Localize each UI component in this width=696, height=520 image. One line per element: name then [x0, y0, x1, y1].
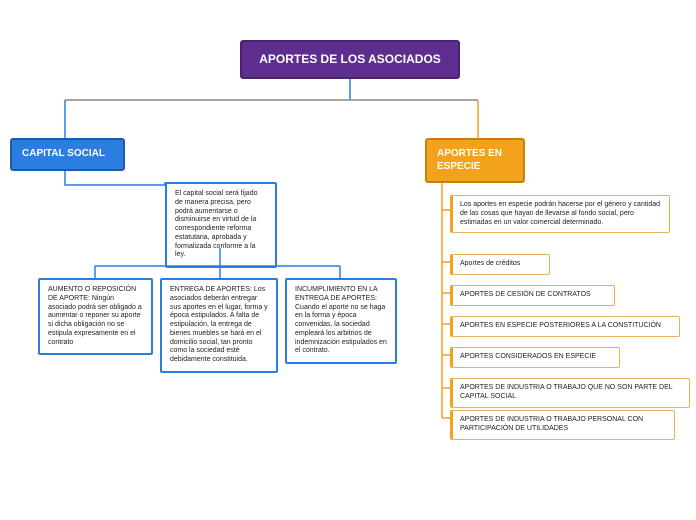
especie-item-1-text: APORTES DE CESIÓN DE CONTRATOS [460, 291, 591, 298]
especie-desc: Los aportes en especie podrán hacerse po… [450, 195, 670, 233]
capital-desc-text: El capital social será fijado de manera … [175, 190, 258, 258]
root-title: APORTES DE LOS ASOCIADOS [259, 52, 441, 66]
especie-desc-text: Los aportes en especie podrán hacerse po… [460, 201, 660, 226]
root-node: APORTES DE LOS ASOCIADOS [240, 40, 460, 79]
capital-head: CAPITAL SOCIAL [10, 138, 125, 171]
capital-title: CAPITAL SOCIAL [22, 148, 105, 159]
especie-item-2-text: APORTES EN ESPECIE POSTERIORES A LA CONS… [460, 322, 661, 329]
especie-title: APORTES EN ESPECIE [437, 148, 502, 172]
especie-item-2: APORTES EN ESPECIE POSTERIORES A LA CONS… [450, 316, 680, 337]
especie-item-3: APORTES CONSIDERADOS EN ESPECIE [450, 347, 620, 368]
capital-child-0-text: AUMENTO O REPOSICIÓN DE APORTE: Ningún a… [48, 286, 142, 346]
especie-item-5: APORTES DE INDUSTRIA O TRABAJO PERSONAL … [450, 410, 675, 440]
especie-head: APORTES EN ESPECIE [425, 138, 525, 183]
capital-child-0: AUMENTO O REPOSICIÓN DE APORTE: Ningún a… [38, 278, 153, 355]
especie-item-3-text: APORTES CONSIDERADOS EN ESPECIE [460, 353, 596, 360]
especie-item-4-text: APORTES DE INDUSTRIA O TRABAJO QUE NO SO… [460, 384, 672, 400]
especie-item-4: APORTES DE INDUSTRIA O TRABAJO QUE NO SO… [450, 378, 690, 408]
especie-item-0: Aportes de créditos [450, 254, 550, 275]
capital-child-2: INCUMPLIMIENTO EN LA ENTREGA DE APORTES:… [285, 278, 397, 364]
especie-item-5-text: APORTES DE INDUSTRIA O TRABAJO PERSONAL … [460, 416, 643, 432]
especie-item-1: APORTES DE CESIÓN DE CONTRATOS [450, 285, 615, 306]
capital-desc: El capital social será fijado de manera … [165, 182, 277, 268]
especie-item-0-text: Aportes de créditos [460, 260, 520, 267]
capital-child-2-text: INCUMPLIMIENTO EN LA ENTREGA DE APORTES:… [295, 286, 387, 354]
capital-child-1-text: ENTREGA DE APORTES: Los asociados deberá… [170, 286, 268, 363]
capital-child-1: ENTREGA DE APORTES: Los asociados deberá… [160, 278, 278, 373]
